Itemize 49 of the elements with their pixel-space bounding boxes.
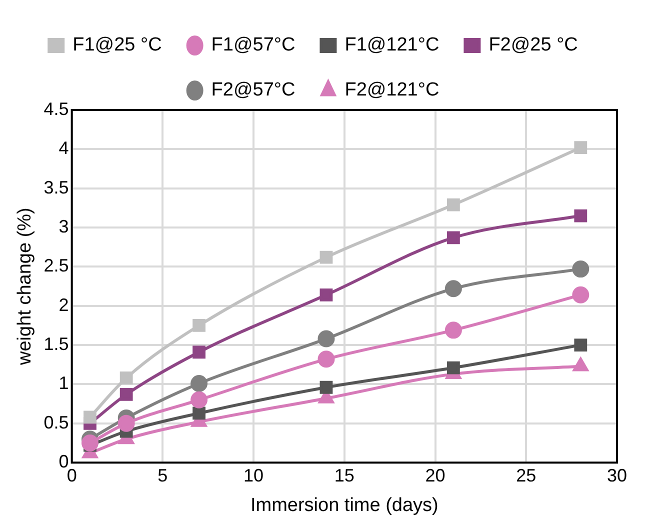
legend-label: F2@121°C xyxy=(344,80,440,101)
y-tick-label: 2.5 xyxy=(44,256,69,276)
point xyxy=(192,346,206,359)
point xyxy=(120,372,133,384)
point xyxy=(120,388,133,401)
x-tick-label: 20 xyxy=(425,465,446,486)
y-axis-title: weight change (%) xyxy=(14,208,36,366)
y-tick-label: 4.5 xyxy=(44,98,69,119)
point xyxy=(572,260,590,278)
point xyxy=(446,361,460,374)
point xyxy=(446,198,460,212)
legend-label: F1@25 °C xyxy=(72,34,162,56)
point xyxy=(81,434,98,452)
y-tick-label: 4 xyxy=(58,138,69,158)
point xyxy=(320,250,333,264)
y-tick-label: 0.5 xyxy=(44,412,69,432)
point xyxy=(318,330,335,348)
y-tick-label: 1 xyxy=(58,373,69,394)
point xyxy=(444,280,462,298)
point xyxy=(84,410,96,424)
x-tick-label: 15 xyxy=(334,465,354,486)
y-tick-label: 1.5 xyxy=(44,334,69,354)
y-tick-label: 3 xyxy=(58,216,69,236)
legend-label: F1@121°C xyxy=(344,34,440,56)
point xyxy=(192,319,206,332)
x-tick-label: 30 xyxy=(606,465,628,486)
point xyxy=(574,141,588,154)
point xyxy=(572,286,590,304)
legend-label: F2@25 °C xyxy=(488,34,578,56)
point xyxy=(574,338,588,352)
x-axis-title: Immersion time (days) xyxy=(250,494,438,516)
legend-label: F2@57°C xyxy=(211,80,296,101)
x-tick-label: 25 xyxy=(516,465,536,486)
legend-label: F1@57°C xyxy=(211,34,296,56)
point xyxy=(320,380,333,394)
y-tick-label: 3.5 xyxy=(44,177,69,198)
x-tick-label: 5 xyxy=(158,465,168,486)
point xyxy=(190,374,208,392)
point xyxy=(444,322,462,339)
point xyxy=(574,209,588,222)
point xyxy=(192,406,206,420)
y-tick-label: 2 xyxy=(58,294,69,315)
y-tick-label: 0 xyxy=(58,452,69,472)
point xyxy=(320,288,333,302)
point xyxy=(318,350,335,368)
point xyxy=(190,391,208,408)
point xyxy=(446,231,460,244)
point xyxy=(118,414,135,432)
x-tick-label: 10 xyxy=(244,465,264,486)
